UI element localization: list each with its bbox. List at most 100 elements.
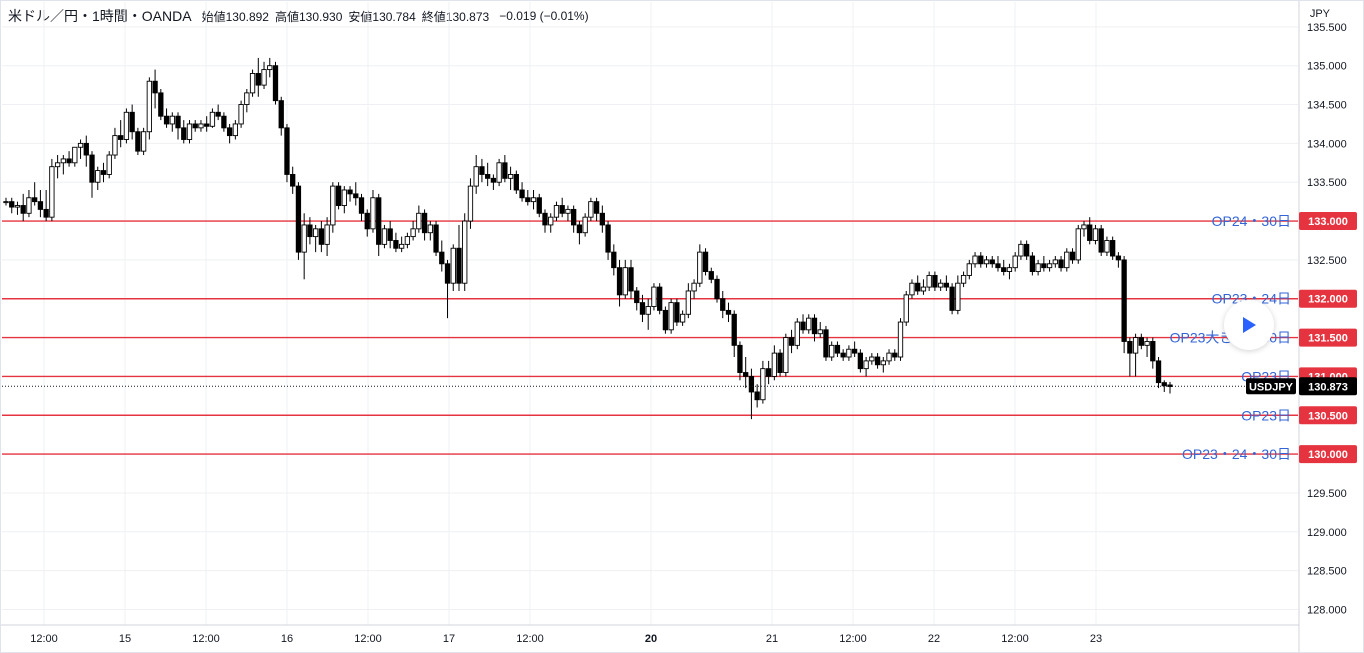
candle-body [364,212,370,230]
candle [393,232,399,253]
candle [920,279,927,295]
candle [26,189,32,218]
candle-body [490,177,497,183]
candle-body [519,189,525,199]
candle [1006,263,1013,280]
candle [915,275,921,295]
candle-body [662,309,669,331]
candle-body [628,267,634,292]
candle-body [204,123,210,127]
candle-body [135,131,141,152]
candle [221,112,227,132]
symbol-title: 米ドル／円・1時間・OANDA [8,8,192,24]
candle-body [129,111,135,133]
candle [679,310,686,326]
candle [548,213,554,233]
candle-body [823,329,829,358]
candle [3,197,9,206]
candle [1110,236,1116,260]
candle [490,174,497,190]
candle [616,259,623,307]
price-level-note: OP23・24・30日 [1182,446,1291,462]
candle [410,221,416,241]
candle-body [915,282,921,292]
candle [335,182,342,210]
candle [1087,217,1093,245]
candle-body [158,92,164,117]
candle-body [794,321,800,346]
candle [823,325,829,361]
candle-body [444,263,451,284]
candle-body [112,135,118,156]
price-level-tag [1299,289,1357,308]
candle [83,135,89,167]
candle-body [37,201,44,210]
candle [54,155,61,179]
candle [163,108,170,128]
candle [817,322,823,338]
candle [800,314,806,334]
candle-body [186,123,193,140]
candle-body [1104,240,1110,253]
candle-body [817,329,823,335]
candle [249,69,256,97]
candle [330,182,336,233]
candle-body [1144,341,1150,346]
candle [949,283,955,315]
price-level: OP23日 130.500 [2,406,1357,425]
candle [1018,240,1024,260]
candle-body [95,170,101,183]
candle-body [318,228,325,245]
candle [599,205,605,233]
price-level-tag-label: 130.500 [1308,410,1348,422]
candle [158,89,164,121]
candle-body [588,201,594,218]
candle [657,283,663,315]
candle [995,256,1001,272]
candle-body [576,224,583,234]
candle [943,275,950,291]
candle [312,224,319,253]
candle [582,213,588,237]
candle [43,189,49,222]
candle-body [668,302,674,331]
candle [622,259,628,299]
candle-body [1132,337,1139,354]
candle-body [720,298,726,311]
candle-body [393,240,399,249]
candle-body [765,368,772,377]
candle [1069,248,1076,264]
play-button[interactable] [1224,300,1274,350]
candle-body [467,185,474,222]
candle [1041,256,1047,272]
candle-body [462,220,468,284]
current-price-tag-label: 130.873 [1308,381,1348,393]
candle-body [49,166,55,218]
candle-body [880,360,886,366]
candle-body [1018,243,1024,257]
candle [215,104,221,121]
candle [725,302,732,323]
candle-body [72,146,78,164]
candle [926,271,932,291]
candle [651,283,657,311]
candle-body [731,313,737,346]
candle [702,248,709,276]
candle-body [163,115,170,125]
candle [525,189,531,206]
candle-body [215,111,221,117]
candle-body [593,201,600,214]
candle-body [702,251,709,273]
candle [1012,252,1018,272]
candle [272,61,279,105]
candle-body [777,352,783,373]
candle [691,279,697,299]
candle-body [387,228,393,241]
candle [886,349,892,365]
candle [72,146,78,167]
candle-body [978,255,984,265]
candle [324,217,330,257]
candle [66,151,72,167]
candle [450,244,456,291]
